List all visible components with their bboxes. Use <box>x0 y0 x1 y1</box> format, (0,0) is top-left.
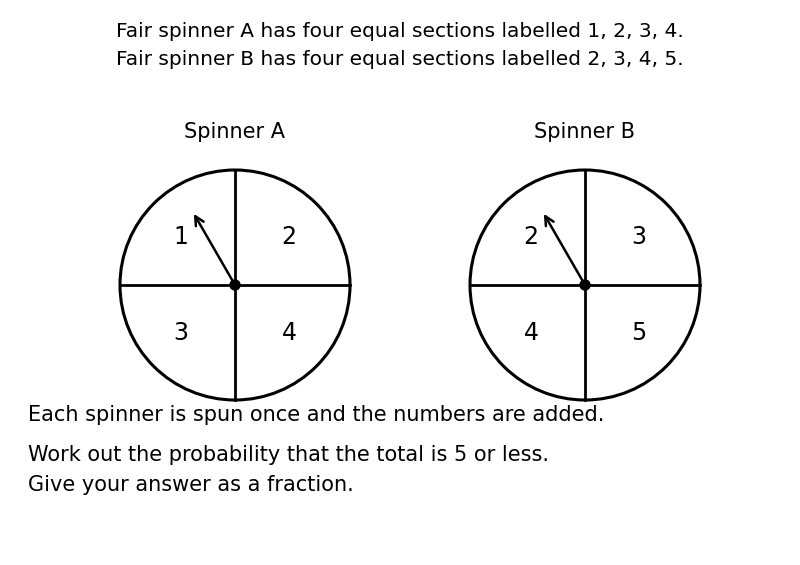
Text: 4: 4 <box>282 321 297 345</box>
Circle shape <box>230 280 240 290</box>
Text: 4: 4 <box>523 321 538 345</box>
Circle shape <box>580 280 590 290</box>
Text: Each spinner is spun once and the numbers are added.: Each spinner is spun once and the number… <box>28 405 604 425</box>
Text: Fair spinner B has four equal sections labelled 2, 3, 4, 5.: Fair spinner B has four equal sections l… <box>116 50 684 69</box>
Text: Work out the probability that the total is 5 or less.: Work out the probability that the total … <box>28 445 549 465</box>
Text: 2: 2 <box>523 225 538 249</box>
Text: 5: 5 <box>631 321 646 345</box>
Text: Spinner B: Spinner B <box>534 122 635 142</box>
Text: 3: 3 <box>174 321 189 345</box>
Text: Spinner A: Spinner A <box>185 122 286 142</box>
Text: 1: 1 <box>174 225 188 249</box>
Text: 3: 3 <box>631 225 646 249</box>
Text: 2: 2 <box>282 225 297 249</box>
Text: Give your answer as a fraction.: Give your answer as a fraction. <box>28 475 354 495</box>
Text: Fair spinner A has four equal sections labelled 1, 2, 3, 4.: Fair spinner A has four equal sections l… <box>116 22 684 41</box>
